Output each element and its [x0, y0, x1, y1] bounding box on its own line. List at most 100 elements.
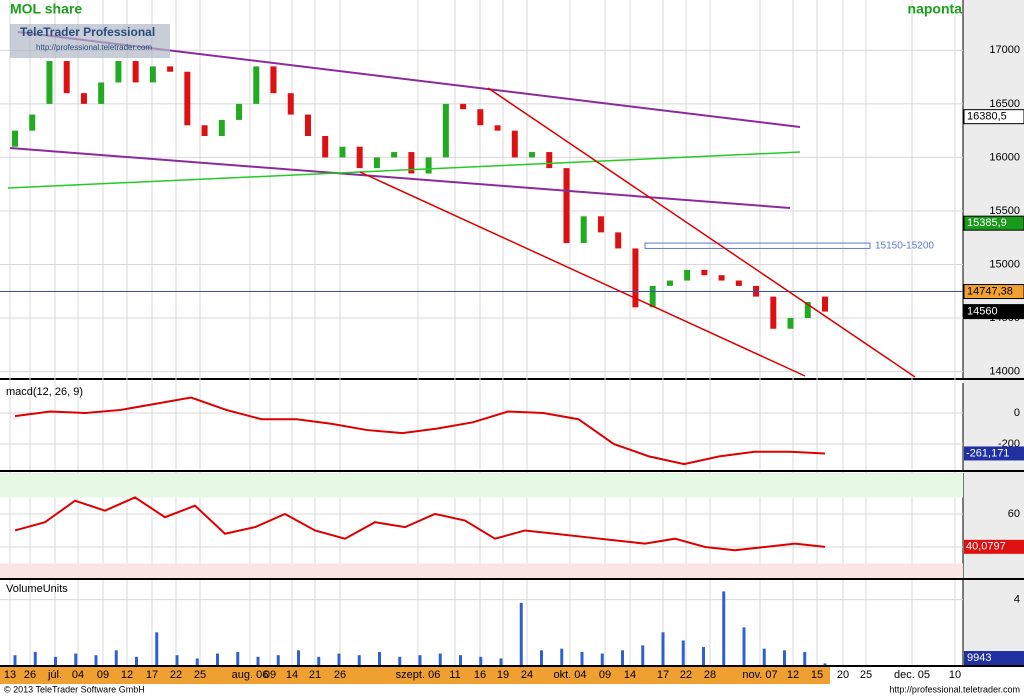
x-tick-label: 26: [334, 669, 346, 681]
candle-body: [701, 269, 708, 276]
volume-bar: [722, 591, 726, 665]
volume-bar: [276, 655, 280, 665]
x-tick-label: 04: [72, 669, 84, 681]
candle-body: [46, 61, 53, 104]
x-tick-label: 09: [97, 669, 109, 681]
x-tick-label: 15: [811, 669, 823, 681]
panel-title: VolumeUnits: [6, 583, 68, 595]
candle-body: [236, 103, 243, 120]
candle-body: [391, 152, 398, 158]
volume-bar: [236, 651, 240, 665]
candle-body: [149, 66, 156, 83]
candle-body: [287, 93, 294, 115]
level-label-bg: [963, 284, 1024, 300]
candle-body: [253, 66, 260, 104]
candle-body: [494, 125, 501, 131]
level-label: 16380,5: [967, 111, 1007, 123]
candle-body: [787, 318, 794, 329]
candle-body: [718, 275, 725, 281]
footer-left: © 2013 TeleTrader Software GmbH: [4, 684, 145, 694]
volume-bar: [438, 653, 442, 665]
candle-body: [666, 280, 673, 286]
x-tick-label: 13: [4, 669, 16, 681]
candle-body: [477, 109, 484, 126]
volume-bar: [580, 651, 584, 665]
candle-body: [322, 135, 329, 158]
x-tick-label: 17: [146, 669, 158, 681]
candle-body: [442, 103, 449, 158]
volume-bar: [762, 648, 766, 665]
candle-body: [80, 93, 87, 104]
last-label-bg: [964, 539, 1024, 554]
x-tick-label: 22: [680, 669, 692, 681]
y-tick-label: 15500: [989, 205, 1020, 217]
y-tick-label: 14000: [989, 365, 1020, 377]
volume-bar: [702, 647, 705, 665]
x-tick-label: szept. 06: [396, 669, 441, 681]
x-tick-label: 19: [497, 669, 509, 681]
candle-body: [804, 301, 811, 319]
candle-body: [632, 248, 639, 308]
y-tick-label: 0: [1014, 407, 1020, 419]
volume-bar: [94, 655, 98, 665]
x-tick-label: 09: [264, 669, 276, 681]
volume-bar: [33, 651, 37, 665]
y-tick-label: 16000: [989, 151, 1020, 163]
level-label-bg: [963, 109, 1024, 125]
x-axis-bg: [0, 665, 830, 684]
last-label-bg: [964, 446, 1024, 461]
candle-body: [356, 146, 363, 169]
candle-body: [822, 296, 828, 312]
candle-body: [98, 82, 105, 104]
level-label: 14560: [967, 306, 998, 318]
x-tick-label: nov. 07: [742, 669, 777, 681]
volume-bar: [135, 656, 138, 665]
volume-bar: [418, 655, 422, 665]
volume-bar: [540, 650, 543, 665]
x-tick-label: 11: [449, 669, 460, 681]
volume-bar: [398, 656, 402, 665]
candle-body: [304, 114, 311, 136]
footer-right: http://professional.teletrader.com: [889, 684, 1020, 694]
volume-bar: [600, 653, 604, 665]
candle-body: [373, 157, 380, 169]
x-tick-label: 20: [837, 669, 849, 681]
volume-bar: [256, 656, 260, 665]
candle-body: [201, 125, 208, 136]
volume-bar: [216, 653, 219, 665]
candle-body: [63, 61, 70, 94]
candle-body: [460, 103, 467, 110]
logo-url: http://professional.teletrader.com: [36, 43, 152, 52]
last-label: 40,0797: [966, 541, 1006, 553]
x-tick-label: 21: [309, 669, 321, 681]
candle-body: [339, 146, 346, 158]
x-tick-label: júl.: [47, 669, 62, 681]
candle-body: [408, 152, 415, 174]
y-tick-label: 15000: [989, 258, 1020, 270]
candle-body: [684, 269, 691, 281]
panel-title: macd(12, 26, 9): [6, 386, 83, 398]
x-tick-label: 12: [121, 669, 133, 681]
candle-body: [615, 232, 622, 249]
logo-box: [10, 24, 170, 58]
candle-body: [270, 66, 277, 94]
x-tick-label: 25: [194, 669, 206, 681]
x-tick-label: 10: [949, 669, 961, 681]
x-tick-label: 14: [624, 669, 636, 681]
candle-body: [29, 114, 36, 131]
last-label: -261,171: [966, 447, 1009, 459]
candle-body: [580, 216, 587, 244]
volume-bar: [155, 632, 159, 665]
level-band: [644, 242, 871, 249]
candle-body: [511, 130, 518, 158]
level-label-bg: [963, 215, 1024, 231]
volume-bar: [560, 648, 564, 665]
logo: TeleTrader Professional: [20, 25, 155, 39]
volume-bar: [621, 650, 624, 665]
volume-bar: [297, 650, 300, 665]
volume-bar: [459, 655, 462, 665]
volume-bar: [357, 655, 361, 665]
volume-bar: [378, 651, 381, 665]
candle-body: [184, 71, 191, 126]
